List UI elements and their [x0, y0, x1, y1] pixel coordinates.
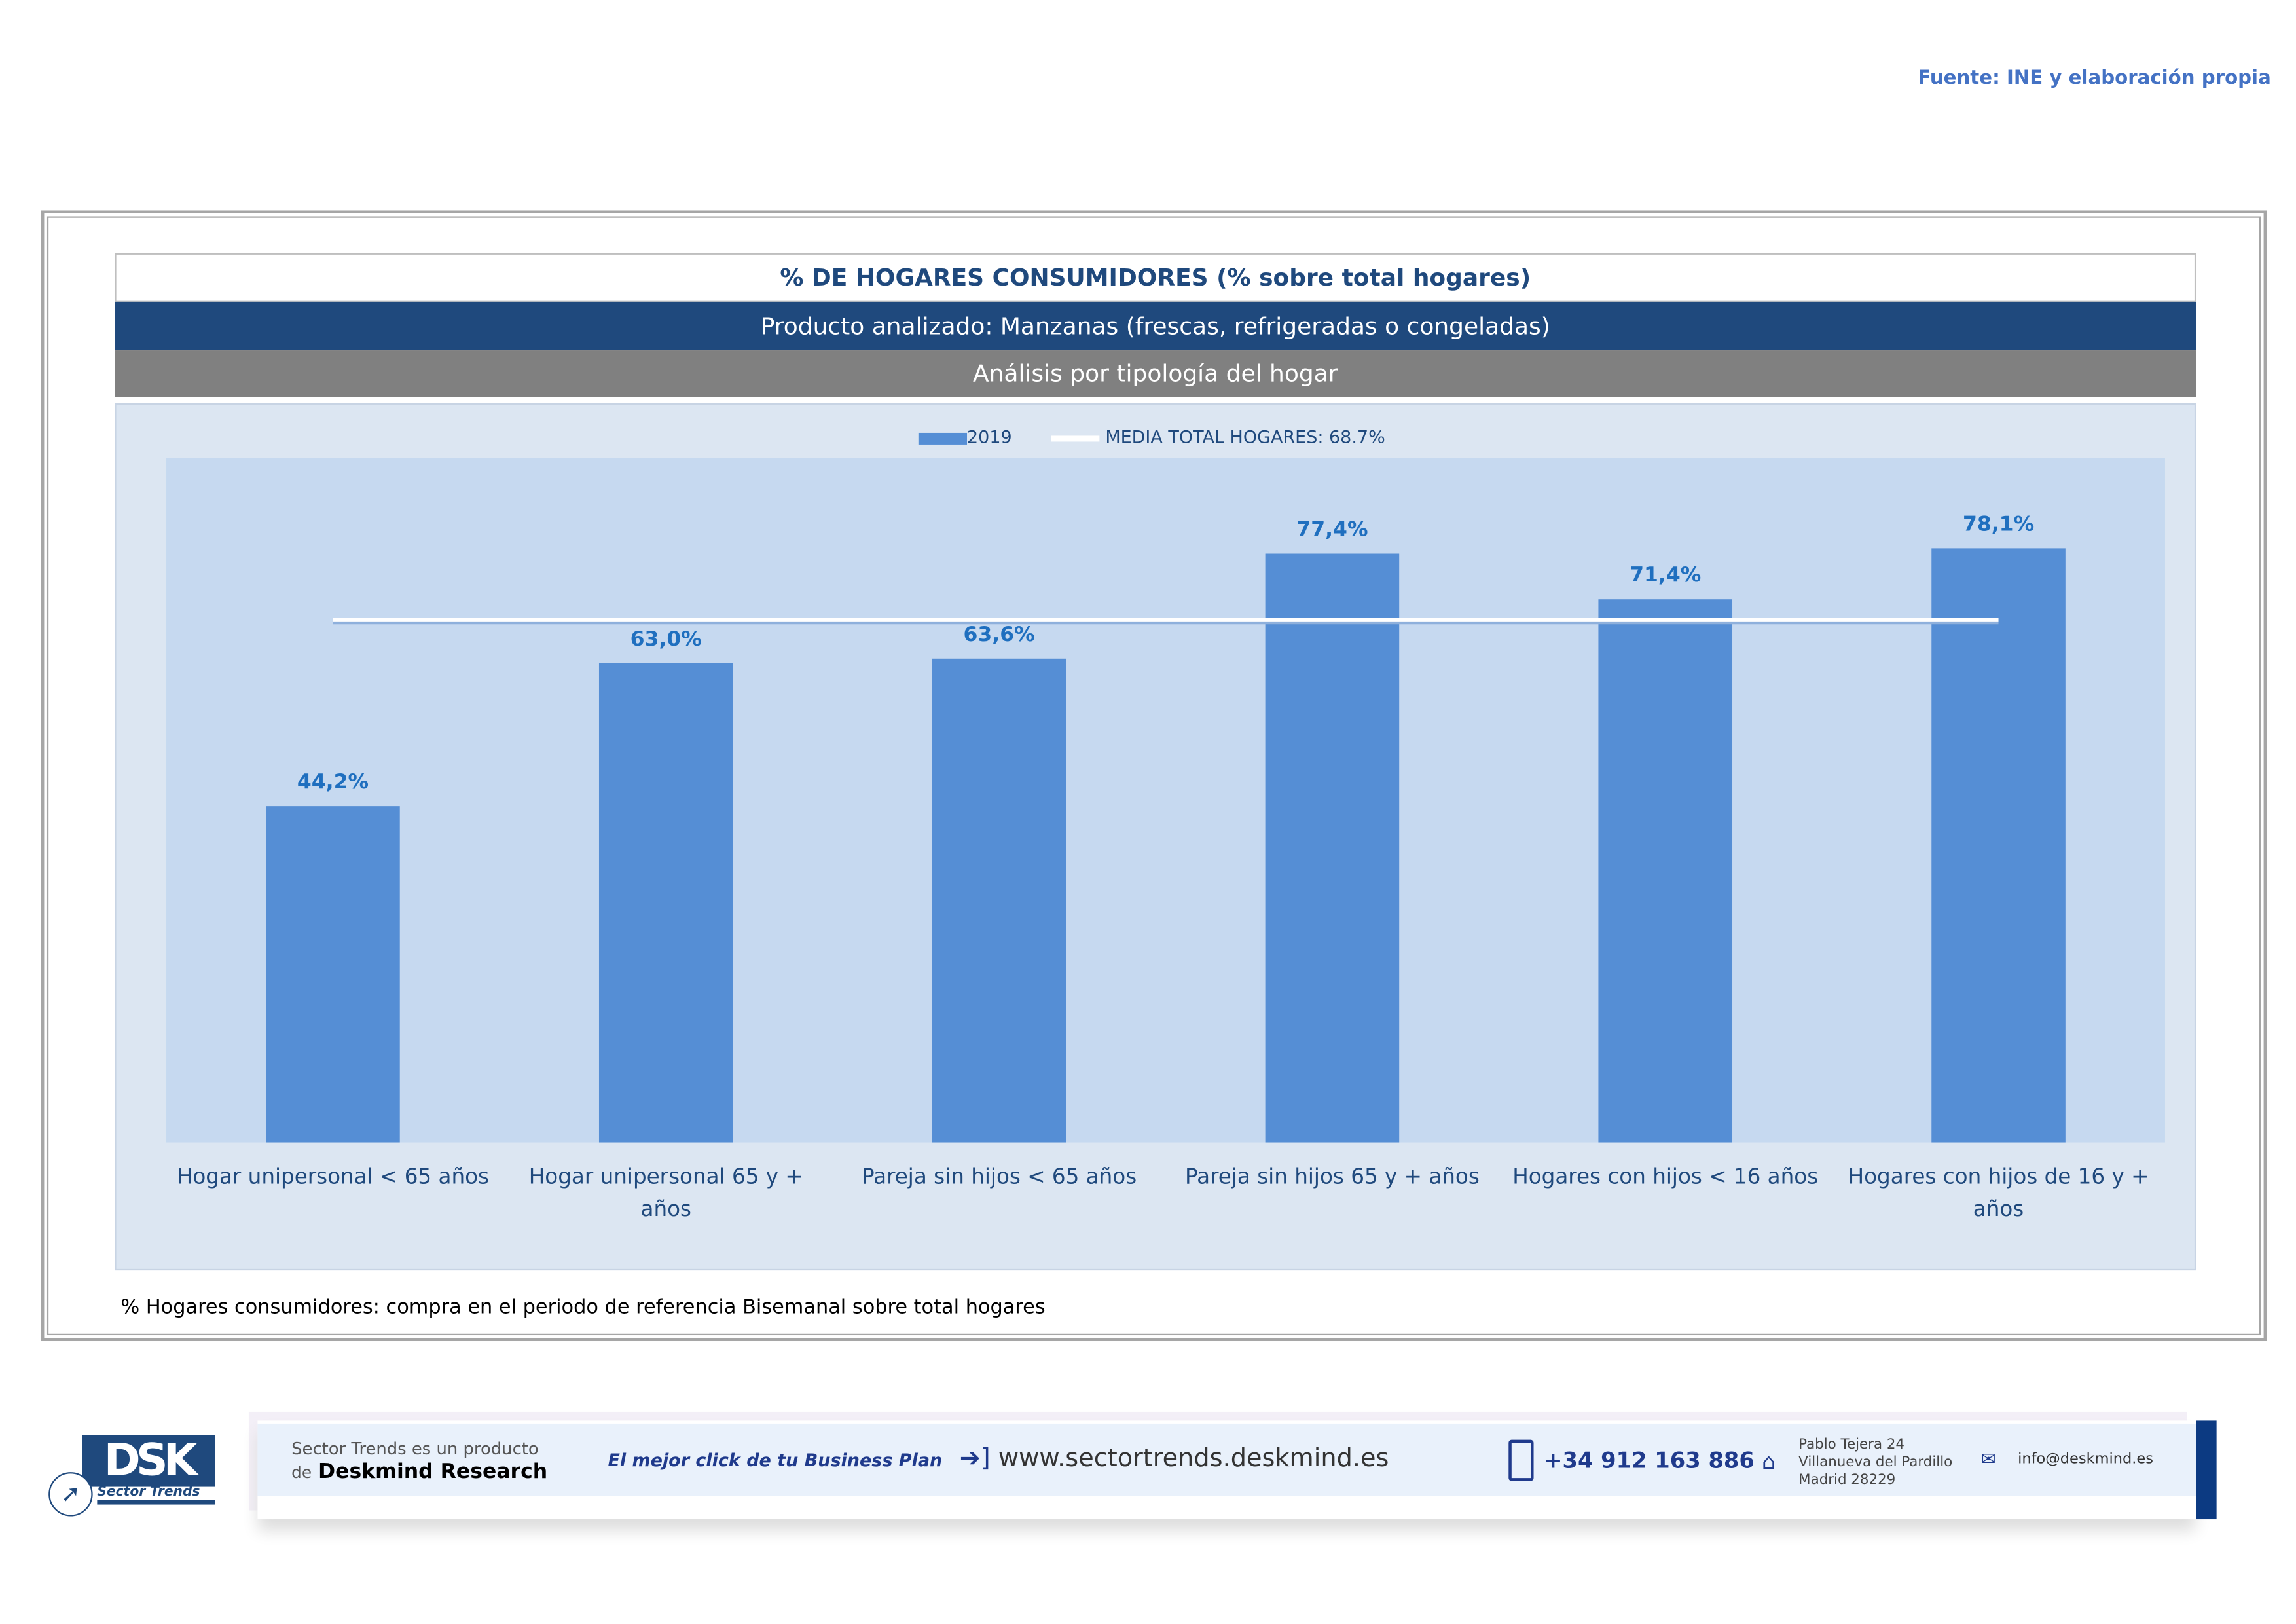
legend-swatch-bar	[918, 432, 968, 444]
data-label: 44,2%	[297, 770, 369, 794]
x-tick-label: años	[640, 1196, 691, 1221]
website-text: www.sectortrends.deskmind.es	[998, 1444, 1389, 1474]
rocket-icon: ➚	[48, 1472, 93, 1517]
bar	[1931, 548, 2066, 1143]
x-tick-label: años	[1973, 1196, 2024, 1221]
legend-label: MEDIA TOTAL HOGARES: 68.7%	[1105, 426, 1385, 448]
x-tick-label: Hogar unipersonal < 65 años	[177, 1164, 489, 1189]
x-tick-label: Pareja sin hijos < 65 años	[862, 1164, 1137, 1189]
footer-accent	[2196, 1420, 2217, 1520]
legend-item-mean: MEDIA TOTAL HOGARES: 68.7%	[1051, 427, 1385, 447]
bar	[932, 658, 1066, 1143]
x-tick-label: Hogar unipersonal 65 y +	[529, 1164, 803, 1189]
legend-item-2019: 2019	[918, 426, 1012, 448]
data-label: 77,4%	[1296, 518, 1368, 542]
product-de: de	[291, 1463, 312, 1483]
chart-title: % DE HOGARES CONSUMIDORES (% sobre total…	[115, 253, 2196, 302]
data-label: 71,4%	[1630, 563, 1701, 587]
plot-area	[166, 458, 2165, 1143]
bar	[1265, 553, 1400, 1143]
address-line: Villanueva del Pardillo	[1798, 1454, 1953, 1471]
website-link[interactable]: ➔] www.sectortrends.deskmind.es	[960, 1444, 1389, 1473]
x-tick-label: Pareja sin hijos 65 y + años	[1185, 1164, 1480, 1189]
slogan: El mejor click de tu Business Plan	[608, 1450, 943, 1471]
address: Pablo Tejera 24 Villanueva del Pardillo …	[1798, 1437, 1952, 1490]
phone-number[interactable]: +34 912 163 886	[1544, 1447, 1755, 1474]
product-line: Sector Trends es un producto	[291, 1438, 539, 1459]
address-line: Madrid 28229	[1798, 1472, 1896, 1488]
x-tick-label: Hogares con hijos de 16 y +	[1848, 1164, 2149, 1189]
legend-swatch-line	[1051, 435, 1100, 441]
phone-icon	[1508, 1439, 1534, 1481]
report-frame-inner	[46, 216, 2261, 1336]
bar	[598, 663, 733, 1143]
login-arrow-icon: ➔]	[959, 1444, 991, 1474]
product-banner: Producto analizado: Manzanas (frescas, r…	[115, 301, 2196, 351]
email-link[interactable]: info@deskmind.es	[2018, 1451, 2154, 1468]
dsk-logo: DSK	[82, 1435, 215, 1487]
logo-subtitle: Sector Trends	[97, 1485, 215, 1505]
bar	[1598, 599, 1733, 1143]
x-tick-label: Hogares con hijos < 16 años	[1512, 1164, 1818, 1189]
bar	[266, 806, 400, 1143]
data-label: 63,6%	[963, 623, 1034, 646]
legend-label: 2019	[967, 426, 1012, 448]
product-brand: Deskmind Research	[318, 1460, 548, 1485]
footer-band	[257, 1423, 2196, 1496]
address-line: Pablo Tejera 24	[1798, 1437, 1905, 1453]
mail-icon: ✉	[1980, 1449, 1996, 1469]
source-note: Fuente: INE y elaboración propia	[1918, 67, 2271, 90]
report-frame	[41, 210, 2267, 1342]
data-label: 63,0%	[630, 627, 702, 651]
analysis-banner: Análisis por tipología del hogar	[115, 350, 2196, 397]
data-label: 78,1%	[1963, 512, 2034, 536]
footnote: % Hogares consumidores: compra en el per…	[120, 1295, 1046, 1320]
home-icon: ⌂	[1761, 1449, 1776, 1475]
